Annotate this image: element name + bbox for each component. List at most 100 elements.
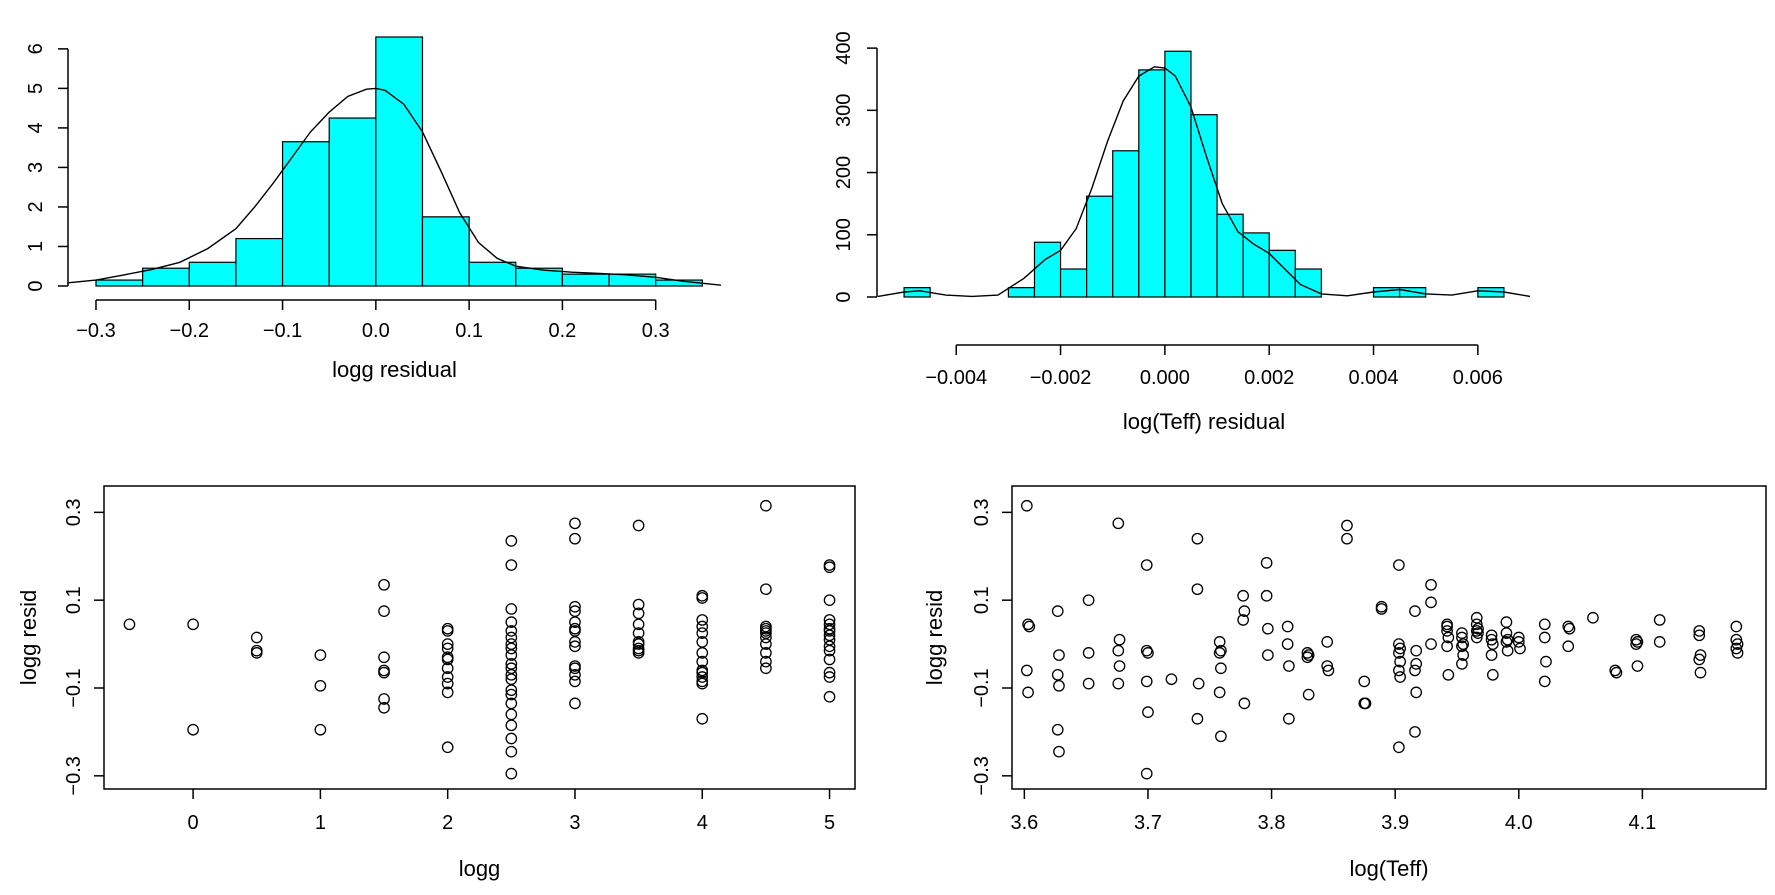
data-point <box>1653 614 1666 626</box>
data-point <box>505 625 518 637</box>
y-tick-label: 2 <box>25 201 47 212</box>
x-tick-label: −0.002 <box>1030 367 1092 389</box>
y-tick-label: 300 <box>833 94 855 127</box>
data-point <box>441 662 454 675</box>
data-point <box>1262 649 1274 661</box>
data-point <box>505 616 518 628</box>
data-point <box>441 741 454 754</box>
data-point <box>505 708 518 721</box>
data-point <box>1142 647 1154 659</box>
y-tick-label: 4 <box>25 122 47 133</box>
data-point <box>1441 620 1453 633</box>
y-tick-label: 0 <box>25 280 47 291</box>
data-point <box>1302 688 1315 701</box>
data-point <box>1609 664 1622 677</box>
data-point <box>1215 644 1227 657</box>
data-point <box>823 640 836 653</box>
x-tick-label: 0.0 <box>362 320 390 342</box>
data-point <box>569 697 581 710</box>
data-point <box>1393 559 1405 571</box>
x-tick-label: 0.004 <box>1348 367 1398 389</box>
data-point <box>569 616 581 628</box>
data-point <box>1694 666 1707 679</box>
data-point <box>696 712 709 725</box>
data-point <box>1410 644 1423 657</box>
data-point <box>505 668 518 681</box>
data-point <box>1022 686 1034 699</box>
y-tick-label: 200 <box>833 156 855 189</box>
x-tick-label: 0.2 <box>549 320 577 342</box>
data-point <box>1562 620 1575 633</box>
histogram-bar <box>95 279 144 287</box>
data-point <box>632 638 645 650</box>
histogram-bar <box>1216 213 1244 298</box>
data-point <box>1409 726 1421 738</box>
data-point <box>1512 631 1525 644</box>
data-point <box>1238 697 1251 710</box>
data-point <box>632 598 645 611</box>
data-point <box>696 677 709 690</box>
data-point <box>1563 622 1576 635</box>
data-point <box>441 671 454 683</box>
y-tick-label: 6 <box>25 43 47 54</box>
data-point <box>1485 649 1498 661</box>
x-tick-label: 0.3 <box>642 320 670 342</box>
histogram-bar <box>1059 268 1088 298</box>
data-point <box>1610 666 1623 679</box>
histogram-bar <box>1242 232 1270 298</box>
data-point <box>1140 767 1153 780</box>
data-point <box>1409 605 1421 618</box>
data-point <box>1165 673 1178 686</box>
data-point <box>823 653 836 666</box>
data-point <box>378 578 390 591</box>
data-point <box>1731 638 1744 650</box>
y-axis-title: logg resid <box>16 590 41 685</box>
data-point <box>314 723 327 736</box>
y-tick-label: −0.3 <box>971 756 993 795</box>
data-point <box>1321 636 1334 648</box>
data-point <box>696 614 709 626</box>
histogram-bar <box>1138 69 1166 298</box>
data-point <box>1562 640 1575 653</box>
data-point <box>1512 636 1525 648</box>
x-tick-label: 0 <box>188 812 199 834</box>
data-point <box>505 688 518 701</box>
data-point <box>1693 625 1706 637</box>
data-point <box>1053 649 1065 661</box>
data-point <box>441 677 454 690</box>
x-tick-label: 5 <box>824 812 835 834</box>
data-point <box>187 618 199 631</box>
y-axis-title: logg resid <box>922 590 947 685</box>
plot-box <box>103 485 856 790</box>
data-point <box>1191 712 1204 725</box>
data-point <box>505 719 518 732</box>
data-point <box>1472 622 1484 635</box>
data-point <box>314 679 327 692</box>
data-point <box>823 644 836 657</box>
data-point <box>1301 651 1314 664</box>
data-point <box>505 732 518 745</box>
data-point <box>1456 640 1468 653</box>
data-point <box>123 618 136 631</box>
data-point <box>441 638 454 650</box>
data-point <box>1341 532 1353 545</box>
data-point <box>1653 636 1666 648</box>
data-point <box>1140 644 1153 657</box>
logg-resid-vs-logteff-scatter: 3.6 3.7 3.8 3.9 4.0 4.1 log(Teff) 0.3 0.1 −0.1 −0.… <box>922 485 1767 881</box>
x-tick-label: 3 <box>569 812 580 834</box>
data-point <box>569 668 581 681</box>
x-tick-label: 0.006 <box>1453 367 1503 389</box>
data-point <box>441 653 454 666</box>
data-point <box>823 561 836 574</box>
data-point <box>1020 664 1033 677</box>
data-point <box>1456 631 1468 644</box>
data-point <box>1262 622 1274 635</box>
data-point <box>1631 636 1644 648</box>
data-point <box>505 559 518 571</box>
data-point <box>505 649 518 661</box>
data-point <box>1213 647 1226 659</box>
x-tick-label: 3.9 <box>1381 812 1409 834</box>
data-point <box>696 671 709 683</box>
data-point <box>1425 578 1437 591</box>
data-point <box>1260 556 1273 569</box>
